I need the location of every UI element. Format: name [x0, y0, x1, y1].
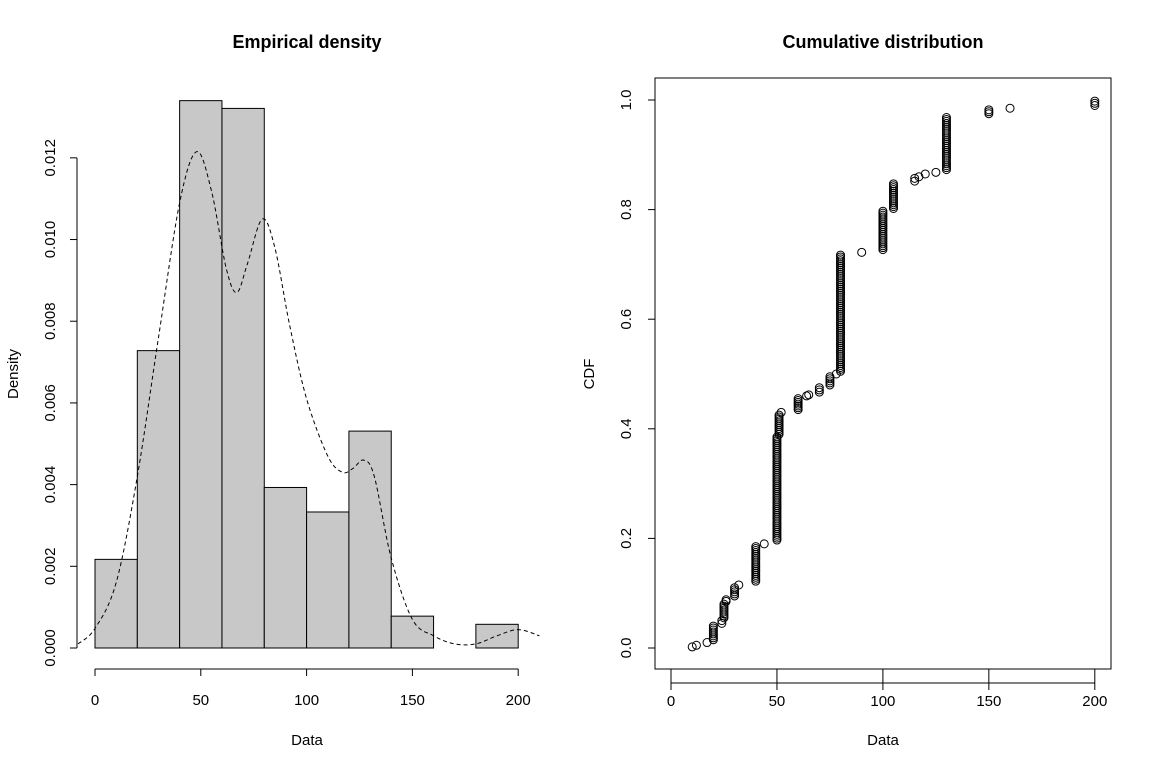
cdf-point: [734, 580, 744, 590]
cdf-point: [984, 107, 994, 117]
density-y-tick-label: 0.006: [42, 384, 59, 422]
density-y-tick-label: 0.012: [42, 139, 59, 177]
cdf-point: [751, 542, 761, 552]
cdf-y-tick-label: 0.0: [618, 638, 635, 659]
histogram-bar: [136, 350, 181, 649]
cdf-y-tick-label: 0.2: [618, 528, 635, 549]
cdf-y-tick-label: 0.4: [618, 418, 635, 439]
cdf-point: [759, 539, 769, 549]
density-x-axis: 0 50 100 150 200: [91, 668, 531, 709]
cdf-x-tick-label: 200: [1082, 693, 1107, 710]
cdf-point: [802, 391, 812, 401]
cdf-y-tick-label: 0.8: [618, 199, 635, 220]
cdf-point: [708, 621, 718, 631]
cdf-x-tick-label: 0: [667, 693, 675, 710]
cdf-point: [774, 410, 784, 420]
histogram-bar: [390, 615, 435, 649]
cdf-point: [984, 105, 994, 115]
cdf-point: [793, 394, 803, 404]
cdf-point: [1090, 100, 1100, 110]
histogram-bar: [221, 107, 265, 649]
cdf-x-tick-label: 100: [870, 693, 895, 710]
density-y-tick-label: 0.002: [42, 548, 59, 586]
cdf-point: [717, 616, 727, 626]
cdf-point: [857, 247, 867, 257]
cdf-point: [772, 432, 782, 442]
cdf-title: Cumulative distribution: [782, 32, 983, 52]
cdf-points: [687, 96, 1100, 652]
cdf-point: [776, 407, 786, 417]
cdf-point: [910, 173, 920, 183]
density-y-tick-label: 0.000: [42, 629, 59, 667]
density-x-tick-label: 200: [506, 692, 531, 709]
histogram-bar: [348, 430, 392, 649]
cdf-point: [702, 638, 712, 648]
cdf-point: [691, 640, 701, 650]
cdf-point: [814, 387, 824, 397]
density-y-axis-label: Density: [5, 348, 22, 399]
cdf-plot-frame: [654, 77, 1112, 670]
density-y-tick-label: 0.010: [42, 221, 59, 259]
histogram-bar: [306, 511, 350, 649]
cdf-point: [721, 595, 731, 605]
cdf-point: [941, 113, 951, 123]
density-y-tick-label: 0.008: [42, 302, 59, 340]
density-curve-line: [77, 151, 540, 646]
density-x-tick-label: 0: [91, 692, 99, 709]
density-x-tick-label: 100: [294, 692, 319, 709]
cdf-point: [719, 599, 729, 609]
cdf-point: [804, 390, 814, 400]
cdf-y-tick-label: 1.0: [618, 90, 635, 111]
cdf-x-tick-label: 150: [976, 693, 1001, 710]
cdf-point: [1090, 98, 1100, 108]
cdf-point: [931, 167, 941, 177]
density-y-tick-label: 0.004: [42, 466, 59, 504]
histogram-bar: [475, 623, 519, 649]
density-panel: Empirical density Data Density 0 50 100 150…: [5, 32, 540, 749]
density-bars: [94, 100, 519, 649]
cdf-point: [914, 172, 924, 182]
density-y-axis: 0.000 0.002 0.004 0.006 0.008 0.010 0.012: [42, 139, 78, 667]
cdf-point: [814, 385, 824, 395]
cdf-point: [687, 642, 697, 652]
cdf-point: [920, 169, 930, 179]
cdf-point: [888, 179, 898, 189]
cdf-point: [878, 206, 888, 216]
cdf-panel: Cumulative distribution Data CDF 0 50 100 1…: [581, 32, 1112, 749]
cdf-point: [814, 383, 824, 393]
density-x-tick-label: 50: [192, 692, 209, 709]
cdf-point: [836, 250, 846, 260]
cdf-point: [1090, 96, 1100, 106]
cdf-x-tick-label: 50: [769, 693, 786, 710]
cdf-x-axis: 0 50 100 150 200: [667, 669, 1107, 710]
density-x-axis-label: Data: [291, 732, 323, 749]
cdf-point: [825, 372, 835, 382]
cdf-y-axis: 0.0 0.2 0.4 0.6 0.8 1.0: [618, 90, 656, 659]
density-x-tick-label: 150: [400, 692, 425, 709]
cdf-x-axis-label: Data: [867, 732, 899, 749]
cdf-point: [1005, 103, 1015, 113]
cdf-y-axis-label: CDF: [581, 359, 598, 390]
histogram-bar: [179, 100, 223, 649]
histogram-bar: [263, 486, 308, 649]
cdf-y-tick-label: 0.6: [618, 309, 635, 330]
histogram-bar: [94, 558, 138, 649]
density-title: Empirical density: [232, 32, 381, 52]
